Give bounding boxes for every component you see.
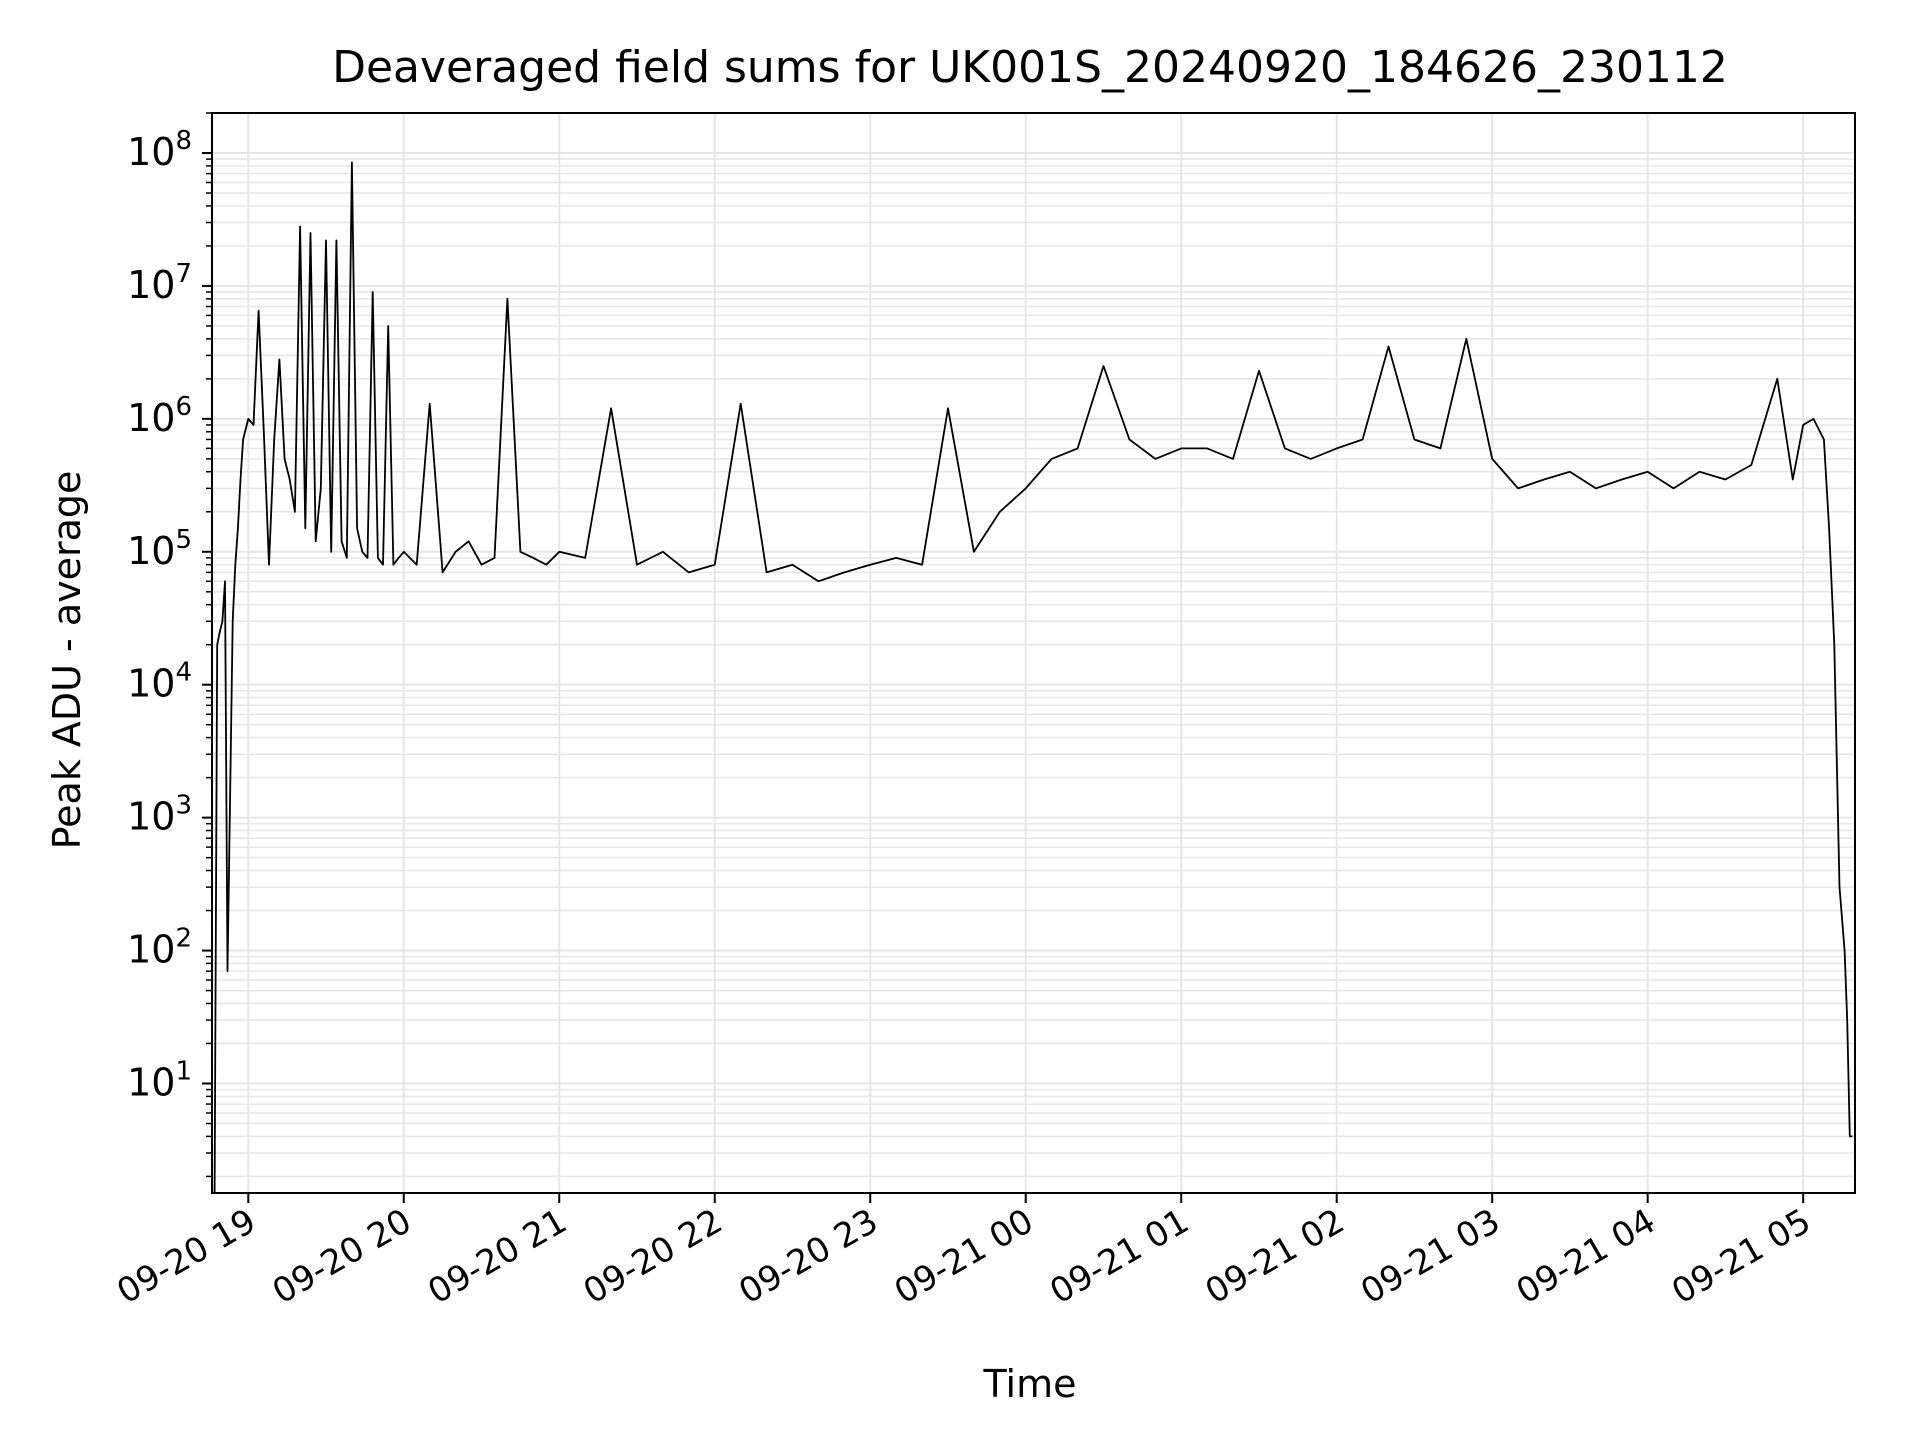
- axis-ticks: 09-20 19 09-20 20 09-20 21 09-20 22 09-20 23…: [110, 112, 1818, 1312]
- series-line: [213, 161, 1853, 1194]
- x-tick-label: 09-20 20: [266, 1201, 418, 1312]
- x-tick-label: 09-20 22: [577, 1201, 729, 1312]
- x-tick-label: 09-21 05: [1665, 1201, 1817, 1312]
- y-tick-label: 104: [127, 658, 192, 706]
- y-tick-label: 106: [127, 392, 192, 440]
- plot-area-frame: [211, 112, 1856, 1194]
- y-tick-label: 101: [127, 1056, 192, 1104]
- x-tick-label: 09-20 21: [421, 1201, 573, 1312]
- series-line-group: [213, 161, 1853, 1194]
- x-tick-label: 09-20 23: [732, 1201, 884, 1312]
- grid: [212, 112, 1855, 1193]
- y-axis-label: Peak ADU - average: [45, 471, 89, 850]
- chart-title: Deaveraged field sums for UK001S_2024092…: [332, 42, 1728, 93]
- x-tick-label: 09-21 04: [1510, 1201, 1662, 1312]
- x-tick-label: 09-21 01: [1043, 1201, 1195, 1312]
- y-tick-label: 102: [127, 924, 192, 972]
- x-axis-label: Time: [983, 1362, 1077, 1406]
- x-tick-label: 09-20 19: [110, 1201, 262, 1312]
- x-tick-label: 09-21 03: [1354, 1201, 1506, 1312]
- x-tick-label: 09-21 02: [1199, 1201, 1351, 1312]
- y-tick-label: 108: [127, 126, 192, 174]
- y-tick-label: 105: [127, 525, 192, 573]
- x-tick-label: 09-21 00: [888, 1201, 1040, 1312]
- y-tick-label: 107: [127, 259, 192, 307]
- y-tick-label: 103: [127, 791, 192, 839]
